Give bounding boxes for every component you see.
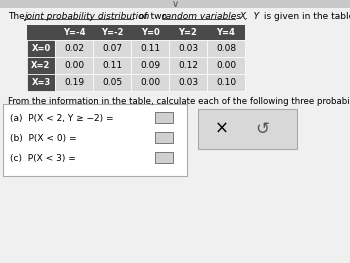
FancyBboxPatch shape <box>27 40 55 57</box>
FancyBboxPatch shape <box>55 57 93 74</box>
Text: (a)  P(X < 2, Y ≥ −2) =: (a) P(X < 2, Y ≥ −2) = <box>10 114 116 123</box>
Text: 0.00: 0.00 <box>64 61 84 70</box>
FancyBboxPatch shape <box>55 25 245 40</box>
Text: X: X <box>237 12 246 21</box>
Text: X=3: X=3 <box>32 78 51 87</box>
Text: The: The <box>8 12 28 21</box>
Text: 0.08: 0.08 <box>216 44 236 53</box>
Text: Y=0: Y=0 <box>141 28 159 37</box>
Text: of two: of two <box>136 12 170 21</box>
FancyBboxPatch shape <box>55 40 93 57</box>
FancyBboxPatch shape <box>93 57 131 74</box>
Text: random variables: random variables <box>162 12 241 21</box>
FancyBboxPatch shape <box>3 104 187 176</box>
FancyBboxPatch shape <box>169 74 207 91</box>
Text: Y=4: Y=4 <box>217 28 236 37</box>
Text: ↺: ↺ <box>255 120 269 138</box>
Text: 0.19: 0.19 <box>64 78 84 87</box>
Text: joint probability distribution: joint probability distribution <box>24 12 149 21</box>
FancyBboxPatch shape <box>169 40 207 57</box>
FancyBboxPatch shape <box>198 109 297 149</box>
FancyBboxPatch shape <box>207 40 245 57</box>
FancyBboxPatch shape <box>207 57 245 74</box>
Text: 0.12: 0.12 <box>178 61 198 70</box>
Text: ,  Y: , Y <box>245 12 259 21</box>
Text: From the information in the table, calculate each of the following three probabi: From the information in the table, calcu… <box>8 97 350 106</box>
FancyBboxPatch shape <box>27 57 55 74</box>
Text: 0.11: 0.11 <box>140 44 160 53</box>
Text: ×: × <box>215 120 229 138</box>
Text: 0.00: 0.00 <box>140 78 160 87</box>
FancyBboxPatch shape <box>155 132 173 143</box>
Text: 0.09: 0.09 <box>140 61 160 70</box>
FancyBboxPatch shape <box>27 74 55 91</box>
Text: X=2: X=2 <box>31 61 51 70</box>
Text: X=0: X=0 <box>32 44 51 53</box>
Text: (c)  P(X < 3) =: (c) P(X < 3) = <box>10 154 79 163</box>
FancyBboxPatch shape <box>207 74 245 91</box>
FancyBboxPatch shape <box>155 152 173 163</box>
Text: 0.02: 0.02 <box>64 44 84 53</box>
Text: 0.00: 0.00 <box>216 61 236 70</box>
FancyBboxPatch shape <box>0 0 350 8</box>
Text: 0.11: 0.11 <box>102 61 122 70</box>
Text: 0.03: 0.03 <box>178 44 198 53</box>
FancyBboxPatch shape <box>93 40 131 57</box>
Text: Y=-4: Y=-4 <box>63 28 85 37</box>
FancyBboxPatch shape <box>131 40 169 57</box>
Text: Y=2: Y=2 <box>178 28 197 37</box>
Text: 0.10: 0.10 <box>216 78 236 87</box>
Text: 0.05: 0.05 <box>102 78 122 87</box>
FancyBboxPatch shape <box>169 57 207 74</box>
FancyBboxPatch shape <box>27 25 55 40</box>
Text: 0.07: 0.07 <box>102 44 122 53</box>
FancyBboxPatch shape <box>131 74 169 91</box>
Text: (b)  P(X < 0) =: (b) P(X < 0) = <box>10 134 79 143</box>
Text: ∨: ∨ <box>172 0 178 9</box>
FancyBboxPatch shape <box>131 57 169 74</box>
FancyBboxPatch shape <box>55 74 93 91</box>
Text: is given in the table below.: is given in the table below. <box>261 12 350 21</box>
FancyBboxPatch shape <box>93 74 131 91</box>
FancyBboxPatch shape <box>155 112 173 123</box>
Text: Y=-2: Y=-2 <box>101 28 123 37</box>
Text: 0.03: 0.03 <box>178 78 198 87</box>
